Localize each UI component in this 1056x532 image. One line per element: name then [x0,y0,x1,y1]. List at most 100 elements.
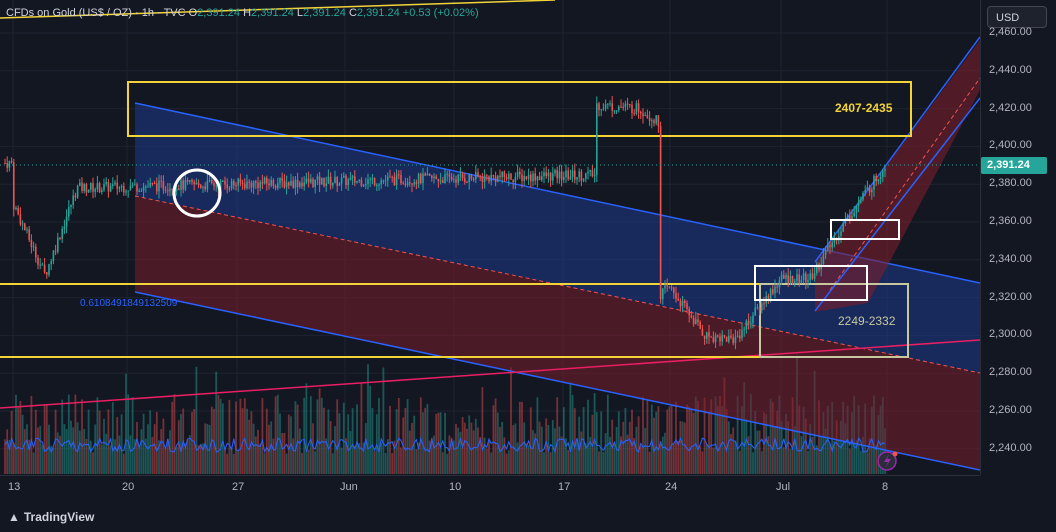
candle-body [523,176,525,181]
volume-bar [556,397,559,474]
price-axis[interactable]: USD 2,460.00 2,440.00 2,420.00 2,400.00 2,38… [980,0,1056,475]
volume-bar [415,449,418,474]
candle-body [464,178,466,183]
high-value: 2,391.24 [251,7,294,19]
volume-bar [567,449,570,474]
consolidation-box-2[interactable] [830,219,900,240]
candle-body [769,289,772,301]
chart-canvas[interactable] [0,0,980,475]
volume-bar [697,400,699,474]
candle-body [186,179,189,182]
candle-body [503,171,506,178]
candle-body [28,229,30,241]
price-tick-label: 2,400.00 [989,139,1032,152]
candle-body [794,281,796,285]
candle-body [481,177,484,182]
volume-bar [727,421,730,474]
volume-bar [224,448,226,474]
volume-bar [598,451,600,474]
candle-body [354,176,356,183]
volume-bar [802,407,805,474]
candle-body [439,180,442,182]
candle-body [101,189,103,193]
volume-bar [617,411,620,474]
candle-body [193,182,195,185]
volume-bar [323,407,325,474]
candle-body [730,335,732,338]
volume-bar [149,410,152,474]
tradingview-logo[interactable]: ▲ TradingView [8,510,94,524]
volume-bar [356,404,358,474]
volume-bar [140,429,143,474]
candle-body [310,178,312,183]
volume-bar [457,427,460,474]
candle-body [332,182,334,186]
volume-bar [481,387,484,474]
candle-body [459,174,462,176]
candle-body [263,177,266,184]
chart-plot-area[interactable]: CFDs on Gold (US$ / OZ) · 1h · TVC O2,39… [0,0,980,475]
volume-bar [404,407,407,474]
volume-bar [39,425,42,474]
candle-body [505,177,508,180]
candle-body [96,183,99,190]
volume-bar [439,412,442,474]
volume-bar [743,382,746,474]
volume-bar [164,448,167,474]
candle-body [615,110,618,112]
volume-bar [756,430,759,474]
candle-body [255,181,257,183]
volume-bar [378,398,380,474]
highlight-circle[interactable] [172,168,222,218]
candle-body [147,186,149,188]
volume-bar [820,435,823,474]
high-label: H [243,7,252,19]
candle-body [43,264,46,273]
candle-body [450,176,453,180]
candle-body [63,226,66,229]
candle-body [648,117,651,121]
symbol-name[interactable]: CFDs on Gold (US$ / OZ) [6,7,132,19]
volume-bar [118,435,121,474]
volume-bar [675,401,677,474]
candle-body [382,180,385,182]
volume-bar [98,410,101,474]
zone-box-upper[interactable] [127,81,912,137]
candle-body [252,181,255,188]
volume-bar [589,437,592,474]
volume-bar [501,421,504,474]
bolt-icon[interactable] [877,451,898,471]
time-tick-label: Jul [776,481,791,493]
candle-body [574,170,576,180]
volume-bar [125,373,127,474]
volume-bar [160,429,163,474]
candle-body [587,171,589,174]
candle-body [358,179,360,182]
candle-body [365,184,367,186]
candle-body [59,237,61,239]
brand-name: TradingView [23,510,95,524]
candle-body [65,216,68,227]
candle-body [461,174,464,179]
currency-button[interactable]: USD [987,6,1047,28]
volume-bar [180,414,182,474]
volume-bar [703,397,706,474]
consolidation-box-1[interactable] [754,265,868,301]
time-axis[interactable]: 13 20 27 Jun 10 17 24 Jul 8 [0,475,980,500]
volume-bar [686,404,688,474]
open-label: O [188,7,198,19]
candle-body [76,185,79,198]
volume-bar [532,430,534,474]
volume-bar [21,414,24,474]
zone-box-lower[interactable] [759,283,909,358]
candle-body [406,182,409,185]
volume-bar [327,409,330,474]
volume-bar [690,409,693,474]
candle-body [754,307,756,316]
volume-bar [668,406,671,474]
volume-bar [529,407,532,474]
volume-bar [215,371,218,474]
candle-body [50,261,52,265]
volume-bar [549,452,552,474]
volume-bar [217,394,220,474]
